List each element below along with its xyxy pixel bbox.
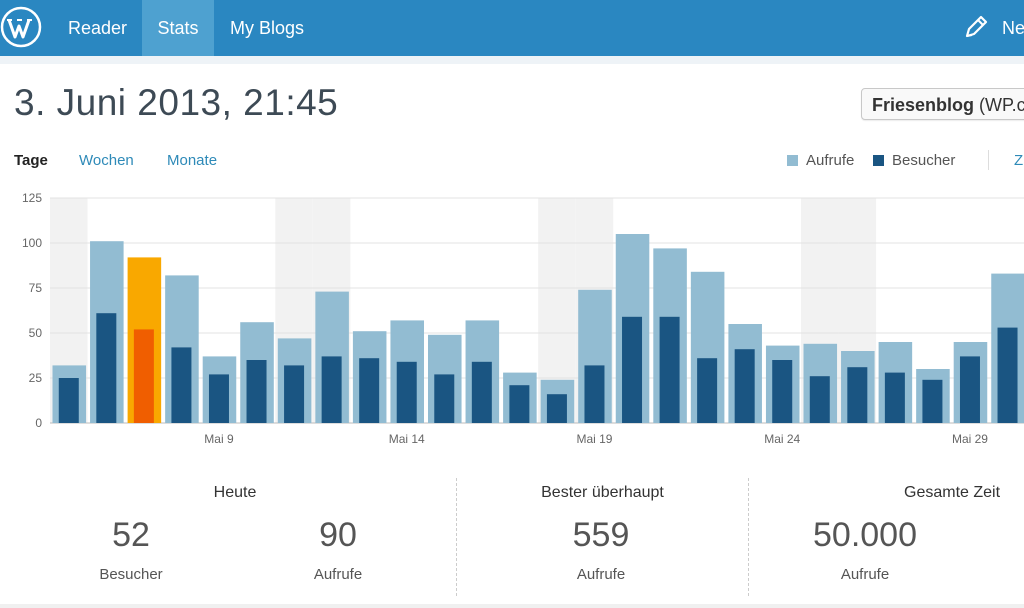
bar-visitors [208, 374, 229, 423]
tab-months[interactable]: Monate [167, 152, 218, 169]
legend-visitors: Besucher [873, 152, 955, 169]
blog-select-name: Friesenblog [872, 95, 975, 115]
summary-today-visitors-label: Besucher [99, 566, 163, 583]
bar-visitors [321, 356, 342, 423]
bar-visitors [884, 372, 905, 423]
summary-total-value: 50.000 [813, 516, 917, 554]
y-tick-label: 125 [22, 191, 42, 205]
legend-views-swatch [787, 155, 798, 166]
x-tick-label: Mai 24 [764, 432, 800, 446]
bar-visitors [959, 356, 980, 423]
y-tick-label: 75 [29, 281, 43, 295]
bar-visitors [171, 347, 192, 423]
bar-visitors [471, 361, 492, 423]
nav-reader[interactable]: Reader [68, 18, 128, 38]
bar-visitors [772, 360, 793, 423]
bar-visitors [584, 365, 605, 423]
bar-visitors [734, 349, 755, 423]
bar-visitors [396, 361, 417, 423]
summary-best-title: Bester überhaupt [541, 484, 664, 501]
bar-visitors [997, 327, 1018, 423]
stats-chart: 0 25 50 75 100 125 Mai 9 Mai 14 Mai 19 Mai 24 Mai … [22, 191, 1024, 446]
legend-views-label: Aufrufe [806, 152, 855, 169]
bar-visitors [546, 394, 567, 423]
summary-best-value: 559 [572, 516, 630, 554]
tab-weeks[interactable]: Wochen [79, 152, 134, 169]
page-title: 3. Juni 2013, 21:45 [14, 82, 339, 123]
summary-divider-2 [748, 478, 749, 596]
nav-stats[interactable]: Stats [142, 0, 214, 56]
bar-visitors [659, 316, 680, 423]
bar-visitors [246, 360, 267, 423]
bar-visitors [359, 358, 380, 423]
top-bar: Reader Stats My Blogs Ne [0, 0, 1024, 56]
x-tick-label: Mai 19 [576, 432, 612, 446]
summary-today-views-value: 90 [319, 516, 357, 554]
bar-visitors [284, 365, 305, 423]
new-post-label: Ne [1002, 18, 1024, 38]
x-tick-label: Mai 29 [952, 432, 988, 446]
header-divider [0, 56, 1024, 64]
summary-today-visitors-value: 52 [112, 516, 150, 554]
bar-visitors [922, 379, 943, 423]
bar-visitors [622, 316, 643, 423]
summary-divider-1 [456, 478, 457, 596]
bar-visitors [58, 378, 79, 423]
legend-visitors-label: Besucher [892, 152, 956, 169]
bar-visitors [847, 367, 868, 423]
bottom-border [0, 604, 1024, 608]
pencil-icon [965, 15, 988, 38]
y-tick-label: 50 [29, 326, 43, 340]
legend-divider [988, 150, 989, 170]
summary-total-title: Gesamte Zeit [904, 484, 1001, 501]
bar-visitors [96, 313, 117, 423]
y-tick-label: 0 [35, 416, 42, 430]
blog-select[interactable]: Friesenblog (WP.c [861, 88, 1024, 120]
legend-visitors-swatch [873, 155, 884, 166]
x-tick-label: Mai 9 [204, 432, 234, 446]
bar-visitors [697, 358, 718, 423]
nav-my-blogs[interactable]: My Blogs [230, 18, 305, 38]
bar-visitors [809, 376, 830, 423]
legend-views: Aufrufe [787, 152, 854, 169]
y-tick-label: 100 [22, 236, 42, 250]
summary-best-label: Aufrufe [576, 566, 626, 583]
x-tick-label: Mai 14 [389, 432, 425, 446]
summary-today-views-label: Aufrufe [313, 566, 363, 583]
y-tick-label: 25 [29, 371, 43, 385]
blog-select-suffix: (WP.c [974, 95, 1024, 115]
bar-visitors [434, 374, 455, 423]
legend-more-link[interactable]: Z [1014, 152, 1024, 169]
bar-visitors [133, 329, 154, 423]
summary-today-title: Heute [213, 484, 257, 501]
summary-total-label: Aufrufe [840, 566, 890, 583]
tab-days[interactable]: Tage [14, 152, 48, 169]
wordpress-logo-icon[interactable] [0, 6, 42, 48]
bar-visitors [509, 385, 530, 423]
